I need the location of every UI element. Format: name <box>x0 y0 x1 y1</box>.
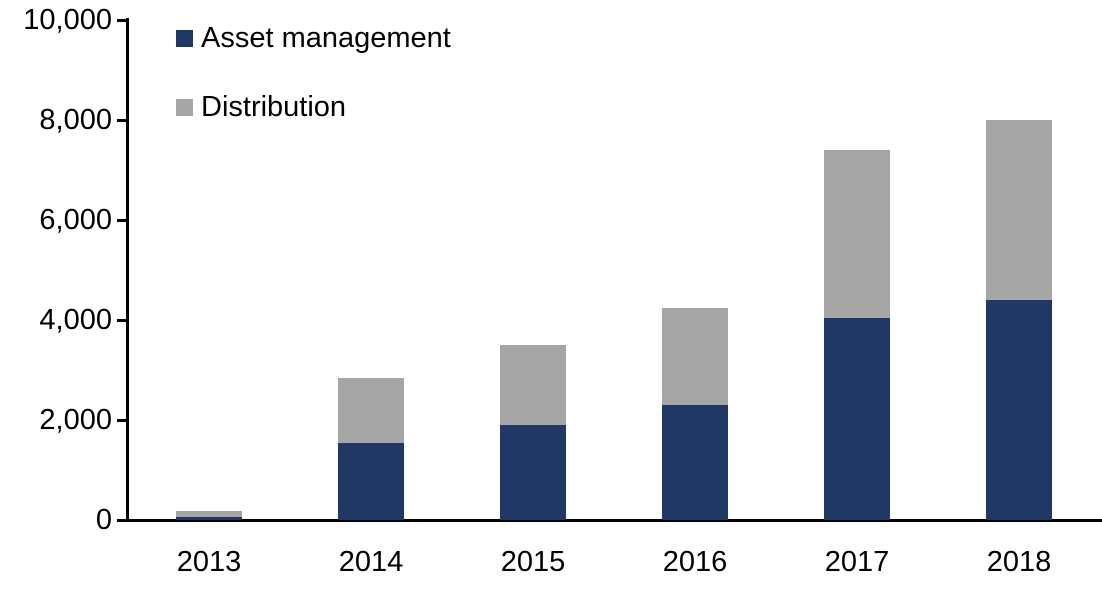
legend-label-asset-management: Asset management <box>201 21 451 54</box>
y-tick <box>117 418 128 422</box>
bar-segment-distribution <box>338 377 404 443</box>
bar-segment-asset-management <box>986 300 1052 520</box>
bar-2017 <box>824 150 890 520</box>
legend-swatch-asset-management-icon <box>176 29 193 47</box>
bar-segment-asset-management <box>338 442 404 520</box>
x-tick-label-2013: 2013 <box>176 546 242 578</box>
y-tick-label: 4,000 <box>39 304 112 336</box>
bar-2014 <box>338 377 404 520</box>
x-axis-line <box>126 519 1102 522</box>
y-tick-label: 2,000 <box>39 404 112 436</box>
y-tick-label: 8,000 <box>39 104 112 136</box>
bar-2015 <box>500 345 566 520</box>
x-tick-label-2016: 2016 <box>662 546 728 578</box>
legend: Asset management Distribution <box>176 22 451 160</box>
x-tick-label-2014: 2014 <box>338 546 404 578</box>
y-tick-label: 0 <box>95 504 112 536</box>
bar-segment-asset-management <box>176 516 242 520</box>
bar-segment-asset-management <box>500 425 566 520</box>
y-tick <box>117 118 128 122</box>
y-tick <box>117 318 128 322</box>
y-tick-label: 10,000 <box>23 4 112 36</box>
x-tick-label-2015: 2015 <box>500 546 566 578</box>
bar-segment-asset-management <box>662 405 728 520</box>
bar-segment-distribution <box>824 150 890 318</box>
x-tick-label-2018: 2018 <box>986 546 1052 578</box>
bar-segment-distribution <box>986 120 1052 300</box>
legend-swatch-distribution-icon <box>176 98 193 116</box>
bar-segment-distribution <box>176 511 242 517</box>
y-axis-line <box>126 18 129 522</box>
bar-2018 <box>986 120 1052 520</box>
legend-label-distribution: Distribution <box>201 90 347 123</box>
bar-segment-distribution <box>500 345 566 425</box>
bars-area <box>0 20 1102 520</box>
bar-segment-distribution <box>662 307 728 405</box>
legend-item-asset-management: Asset management <box>176 22 451 54</box>
legend-item-distribution: Distribution <box>176 91 451 123</box>
bar-2016 <box>662 307 728 520</box>
y-tick-label: 6,000 <box>39 204 112 236</box>
bar-2013 <box>176 511 242 520</box>
bar-segment-asset-management <box>824 317 890 520</box>
x-tick-label-2017: 2017 <box>824 546 890 578</box>
y-tick <box>117 518 128 522</box>
y-tick <box>117 18 128 22</box>
y-tick <box>117 218 128 222</box>
